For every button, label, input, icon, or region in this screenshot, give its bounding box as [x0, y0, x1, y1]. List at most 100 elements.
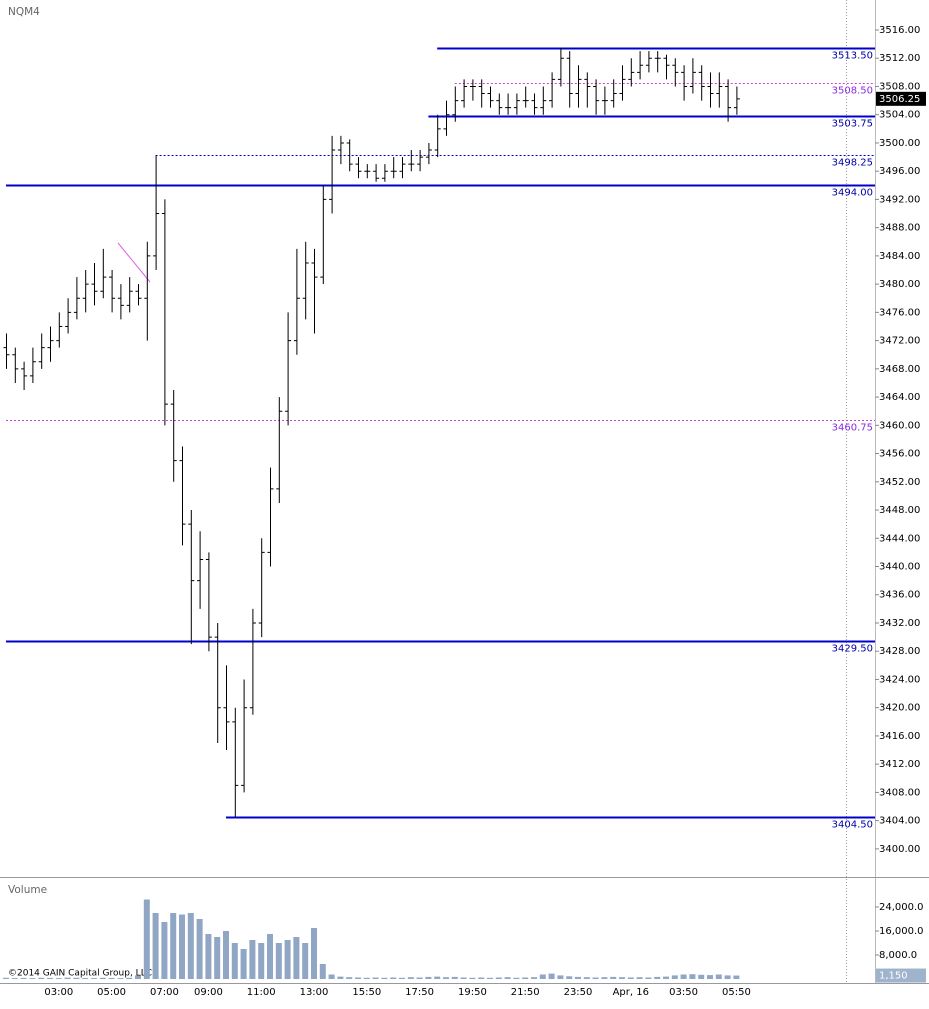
symbol: NQM4 [8, 6, 40, 18]
volume-bar [619, 977, 625, 979]
price-bar [522, 86, 529, 108]
level-label: 3503.75 [832, 119, 873, 130]
y-tick-label: 3484.00 [879, 251, 920, 262]
level-label: 3404.50 [832, 820, 873, 831]
y-tick-label: 3420.00 [879, 703, 920, 714]
volume-bar [601, 977, 608, 979]
price-bar [593, 79, 600, 115]
price-bar [601, 86, 608, 115]
price-bar [135, 284, 142, 306]
y-tick-label: 3504.00 [879, 110, 920, 121]
volume-bar [707, 975, 713, 979]
price-bar [223, 665, 230, 751]
level-label: 3513.50 [832, 51, 873, 62]
price-bar [619, 65, 626, 101]
volume-bar [126, 977, 133, 979]
y-tick-label: 3424.00 [879, 674, 920, 685]
price-bar [461, 79, 468, 108]
volume-bar [29, 978, 36, 979]
level-label: 3494.00 [832, 188, 873, 199]
price-bar [496, 93, 503, 115]
volume-bar [38, 977, 45, 979]
x-tick-label: 05:50 [722, 987, 751, 998]
volume-bar [698, 974, 705, 979]
price-bar [487, 86, 494, 108]
y-tick-label: 3480.00 [879, 279, 920, 290]
y-tick-label: 3492.00 [879, 194, 920, 205]
y-tick-label: 3452.00 [879, 477, 920, 488]
price-bar [161, 199, 168, 426]
volume-bar [469, 977, 476, 979]
price-bar [12, 347, 19, 383]
price-bar [557, 47, 564, 87]
x-tick-label: 19:50 [458, 987, 487, 998]
price-bar [610, 79, 617, 108]
price-bar [117, 284, 124, 320]
price-bar [478, 79, 485, 108]
volume-bar [495, 977, 502, 979]
x-tick-label: 17:50 [405, 987, 434, 998]
volume-bar [337, 976, 344, 979]
price-bar [681, 65, 688, 101]
volume-bar [522, 977, 529, 979]
volume-bar [478, 977, 485, 979]
volume-bar [346, 977, 353, 979]
volume-bar [575, 976, 581, 979]
volume-bar [663, 976, 669, 979]
volume-bar [407, 977, 414, 979]
price-bar [144, 241, 151, 341]
volume-bar [513, 977, 520, 979]
volume-tick-label: 16,000.0 [879, 926, 924, 937]
price-bar [645, 51, 652, 73]
level-label: 3429.50 [832, 644, 873, 655]
current-volume-box [876, 968, 926, 983]
volume-bar [205, 934, 212, 979]
price-bar [126, 277, 133, 313]
volume-bar [143, 899, 150, 979]
x-tick-label: 15:50 [352, 987, 381, 998]
level-label: 3498.25 [832, 158, 873, 169]
price-bar [399, 157, 406, 179]
last-price-box [876, 91, 926, 106]
volume-bar [390, 977, 397, 979]
price-bar [293, 248, 300, 355]
price-bar [241, 679, 248, 793]
volume-bar [399, 977, 405, 979]
volume-tick-label: 8,000.0 [879, 950, 917, 961]
volume-bar [99, 977, 106, 979]
level-label: 3508.50 [832, 86, 873, 97]
price-bar [109, 270, 116, 313]
price-bar [346, 139, 353, 172]
volume-bar [451, 976, 458, 979]
volume-bar [11, 978, 18, 979]
volume-bar [187, 913, 194, 979]
price-bar [47, 326, 54, 362]
volume-bar [627, 977, 634, 979]
price-bar [505, 93, 512, 115]
y-tick-label: 3460.00 [879, 420, 920, 431]
volume-bar [434, 976, 441, 979]
price-bar [100, 248, 107, 299]
price-bar [364, 164, 371, 179]
volume-bar [311, 928, 317, 979]
volume-bar [214, 937, 221, 979]
price-bar [56, 312, 63, 348]
volume-bar [548, 973, 555, 979]
y-tick-label: 3472.00 [879, 336, 920, 347]
y-tick-label: 3444.00 [879, 533, 920, 544]
price-bar [733, 86, 740, 115]
volume-bar [680, 974, 687, 979]
price-bar [214, 622, 221, 743]
price-bar [469, 79, 476, 101]
volume-bar [258, 943, 265, 979]
volume-bar [328, 974, 335, 979]
price-bar [672, 58, 679, 87]
volume-bar [64, 977, 71, 979]
trend-line [117, 242, 151, 283]
volume-bar [566, 976, 573, 979]
price-bar [82, 270, 89, 313]
copyright: ©2014 GAIN Capital Group, LLC [8, 969, 152, 979]
volume-bar [55, 978, 62, 979]
x-tick-label: 11:00 [247, 987, 276, 998]
